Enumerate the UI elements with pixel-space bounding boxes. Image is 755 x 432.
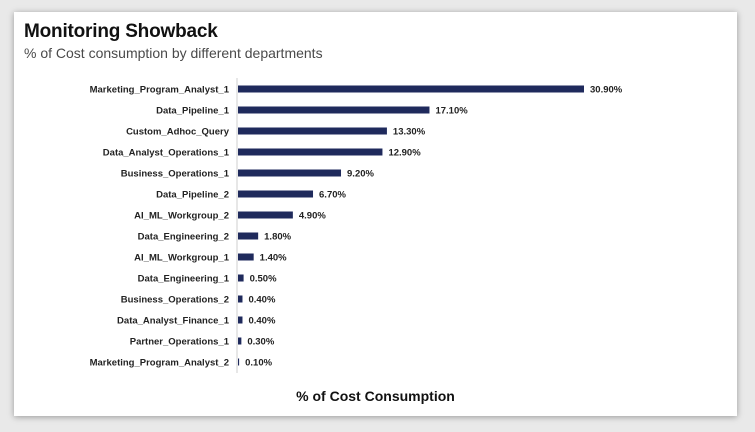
bar [238,337,242,345]
x-axis-label: % of Cost Consumption [296,388,455,404]
category-tick-label: Data_Engineering_1 [138,274,230,285]
data-label: 0.40% [248,295,275,306]
bar [238,358,240,366]
data-label: 30.90% [590,85,623,96]
data-label: 17.10% [435,106,468,117]
category-tick-label: Data_Engineering_2 [138,232,229,243]
chart-card: Monitoring Showback % of Cost consumptio… [14,12,737,416]
data-label: 9.20% [347,169,374,180]
category-tick-label: AI_ML_Workgroup_1 [134,253,230,264]
bar [238,106,430,114]
category-tick-label: Custom_Adhoc_Query [126,127,230,138]
data-label: 13.30% [393,127,426,138]
bar [238,148,383,156]
data-label: 0.30% [247,337,274,348]
bar [238,253,254,261]
category-tick-label: AI_ML_Workgroup_2 [134,211,229,222]
bar [238,274,244,282]
category-tick-label: Business_Operations_2 [121,295,229,306]
chart-subtitle: % of Cost consumption by different depar… [24,45,323,61]
category-tick-label: Data_Pipeline_1 [156,106,230,117]
bar [238,295,243,303]
bar [238,232,259,240]
category-tick-label: Marketing_Program_Analyst_1 [90,85,230,96]
category-tick-label: Data_Analyst_Operations_1 [103,148,230,159]
data-label: 12.90% [388,148,421,159]
data-label: 6.70% [319,190,346,201]
category-tick-label: Business_Operations_1 [121,169,230,180]
category-tick-label: Data_Pipeline_2 [156,190,229,201]
data-label: 0.10% [245,358,272,369]
data-label: 1.40% [260,253,287,264]
data-label: 4.90% [299,211,326,222]
data-label: 1.80% [264,232,291,243]
chart-title: Monitoring Showback [24,21,218,42]
data-label: 0.50% [250,274,277,285]
bar [238,190,314,198]
bar-chart: Marketing_Program_Analyst_1 30.90% Data_Pi… [90,78,623,373]
category-tick-label: Partner_Operations_1 [130,337,230,348]
bar [238,211,293,219]
bar [238,127,387,135]
bar [238,316,243,324]
category-tick-label: Marketing_Program_Analyst_2 [90,358,229,369]
category-tick-label: Data_Analyst_Finance_1 [117,316,230,327]
bar [238,169,342,177]
data-label: 0.40% [248,316,275,327]
bar [238,85,584,93]
